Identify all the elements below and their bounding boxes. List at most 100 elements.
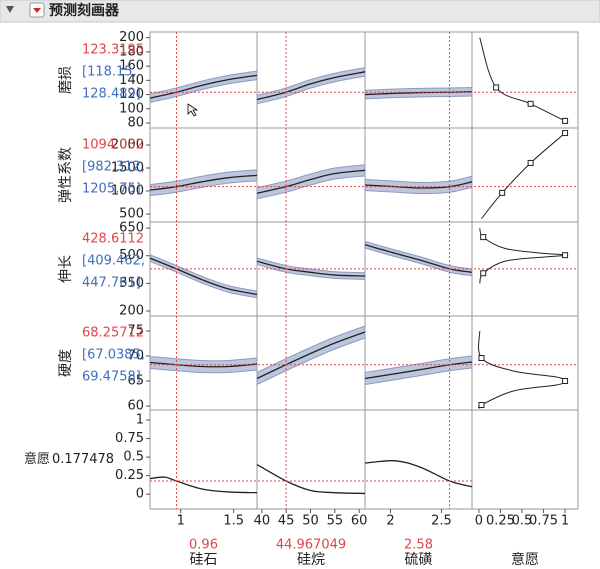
panel <box>256 315 366 411</box>
desirability-handle <box>562 252 569 259</box>
confidence-band <box>149 70 258 104</box>
response-name: 弹性系数 <box>58 147 74 203</box>
x-tick-label: 0.75 <box>529 514 558 529</box>
x-tick-label: 1 <box>177 514 185 529</box>
prediction-curve <box>149 476 258 494</box>
row-name: 意愿 <box>24 451 50 467</box>
prediction-curve <box>256 71 366 101</box>
desirability-handle <box>562 378 569 384</box>
prediction-curve <box>149 361 258 368</box>
desirability-handle <box>478 355 485 361</box>
panel <box>471 127 579 223</box>
confidence-interval: 69.4758] <box>82 370 141 385</box>
confidence-band <box>364 175 473 195</box>
y-tick-label: 350 <box>119 276 144 291</box>
desirability-function <box>479 227 566 284</box>
desirability-function <box>481 132 566 219</box>
prediction-curve <box>364 91 473 96</box>
y-tick-label: 0 <box>136 487 144 502</box>
confidence-interval: 447.761] <box>82 276 141 291</box>
y-tick-label: 160 <box>119 59 144 74</box>
panel <box>364 409 473 510</box>
disclosure-icon[interactable] <box>6 6 14 13</box>
factor-current: 44.967049 <box>276 538 346 553</box>
y-tick-label: 100 <box>119 101 144 116</box>
y-tick-label: 200 <box>119 30 144 45</box>
y-tick-label: 0.5 <box>123 450 144 465</box>
y-tick-label: 80 <box>127 116 144 131</box>
panel <box>364 127 473 223</box>
y-tick-label: 0.75 <box>115 431 144 446</box>
prediction-curve <box>364 244 473 273</box>
x-tick-label: 40 <box>254 514 271 529</box>
x-tick-label: 1.5 <box>223 514 244 529</box>
menu-arrow <box>33 8 41 13</box>
y-tick-label: 65 <box>127 374 144 389</box>
y-tick-label: 60 <box>127 399 144 414</box>
desirability-handle <box>562 130 569 137</box>
desirability-handle <box>562 117 569 124</box>
y-tick-label: 1500 <box>111 161 144 176</box>
y-tick-label: 140 <box>119 73 144 88</box>
y-tick-label: 1 <box>136 413 144 428</box>
panel <box>256 409 366 510</box>
desirability-handle <box>480 270 487 277</box>
y-tick-label: 75 <box>127 324 144 339</box>
x-tick-label: 1 <box>561 514 569 529</box>
panel <box>471 409 579 510</box>
desirability-function <box>478 330 566 409</box>
prediction-curve <box>256 331 366 380</box>
confidence-band <box>149 254 258 299</box>
panel <box>149 409 258 510</box>
y-tick-label: 500 <box>119 248 144 263</box>
header-bar <box>0 0 600 23</box>
y-tick-label: 500 <box>119 206 144 221</box>
confidence-interval: 128.489] <box>82 87 141 102</box>
x-tick-label: 60 <box>351 514 368 529</box>
y-tick-label: 180 <box>119 44 144 59</box>
prediction-curve <box>149 174 258 191</box>
x-tick-label: 2.5 <box>431 514 452 529</box>
response-name: 硬度 <box>58 349 74 377</box>
confidence-interval: 1205.75] <box>82 182 141 197</box>
response-value: 68.25712 <box>82 326 144 341</box>
y-tick-label: 120 <box>119 87 144 102</box>
confidence-band <box>256 66 366 105</box>
factor-current: 0.96 <box>189 538 218 553</box>
factor-name: 硫磺 <box>405 552 433 568</box>
desirability-handle <box>478 402 485 408</box>
x-tick-label: 45 <box>278 514 295 529</box>
y-tick-label: 650 <box>119 221 144 236</box>
confidence-interval: [67.0385, <box>82 348 145 363</box>
prediction-curve <box>256 260 366 277</box>
title: 预测刻画器 <box>49 2 120 19</box>
confidence-interval: [118.15, <box>82 65 137 80</box>
row-value: 0.177478 <box>52 452 114 467</box>
confidence-band <box>364 240 473 277</box>
desirability-handle <box>499 189 506 196</box>
prediction-curve <box>364 460 473 488</box>
y-tick-label: 200 <box>119 304 144 319</box>
x-tick-label: 0 <box>475 514 483 529</box>
desirability-handle <box>480 234 487 241</box>
prediction-curve <box>256 169 366 194</box>
confidence-interval: [982.312, <box>82 160 145 175</box>
response-value: 123.3195 <box>82 43 144 58</box>
x-tick-label: 0.25 <box>486 514 515 529</box>
factor-current: 2.58 <box>404 538 433 553</box>
confidence-interval: [409.462, <box>82 254 145 269</box>
cursor <box>187 103 199 117</box>
factor-name: 硅石 <box>190 552 218 568</box>
desirability-handle <box>527 159 534 166</box>
y-tick-label: 1000 <box>111 184 144 199</box>
prediction-curve <box>364 181 473 189</box>
prediction-curve <box>256 463 366 495</box>
confidence-band <box>256 164 366 200</box>
confidence-band <box>256 257 366 280</box>
y-tick-label: 0.25 <box>115 468 144 483</box>
prediction-curve <box>149 74 258 99</box>
panel <box>364 31 473 129</box>
x-tick-label: 55 <box>327 514 344 529</box>
x-tick-label: 0.5 <box>512 514 533 529</box>
